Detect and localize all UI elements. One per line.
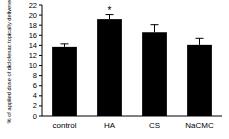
x-tick-label: HA xyxy=(104,121,116,130)
bar xyxy=(187,45,212,116)
y-axis-label: % of applied dose of diclofenac topicall… xyxy=(6,0,12,124)
annotation: * xyxy=(108,5,112,16)
y-tick xyxy=(39,116,42,117)
y-tick xyxy=(39,95,42,96)
x-tick-label: control xyxy=(52,121,76,130)
bar xyxy=(142,32,167,116)
error-bar xyxy=(151,25,159,33)
error-cap xyxy=(196,38,204,39)
y-tick-label: 20 xyxy=(29,11,37,20)
y-axis xyxy=(42,5,43,116)
x-tick-label: NaCMC xyxy=(185,121,214,130)
bar xyxy=(52,47,77,116)
y-tick-label: 14 xyxy=(29,41,37,50)
y-tick-label: 4 xyxy=(33,91,37,100)
y-tick-label: 18 xyxy=(29,21,37,30)
error-line xyxy=(154,25,155,33)
y-tick xyxy=(39,75,42,76)
y-tick-label: 22 xyxy=(29,1,37,10)
y-tick-label: 8 xyxy=(33,71,37,80)
error-bar xyxy=(196,38,204,45)
y-tick xyxy=(39,85,42,86)
x-axis xyxy=(42,116,222,117)
chart: 0 246810121416182022 control HA CS NaCMC % of … xyxy=(0,0,229,139)
y-tick xyxy=(39,55,42,56)
y-tick-label: 12 xyxy=(29,51,37,60)
x-tick-label: CS xyxy=(149,121,160,130)
y-tick xyxy=(39,105,42,106)
error-cap xyxy=(61,43,69,44)
bar xyxy=(97,19,122,116)
y-tick xyxy=(39,35,42,36)
error-line xyxy=(199,38,200,45)
y-tick xyxy=(39,25,42,26)
y-tick-label: 2 xyxy=(33,101,37,110)
y-tick-label: 16 xyxy=(29,31,37,40)
error-cap xyxy=(151,24,159,25)
y-tick xyxy=(39,15,42,16)
y-tick-label: 0 xyxy=(33,112,37,121)
y-tick xyxy=(39,65,42,66)
y-tick-label: 6 xyxy=(33,81,37,90)
bars xyxy=(52,15,212,116)
error-bar xyxy=(61,44,69,47)
y-tick-label: 10 xyxy=(29,61,37,70)
y-tick xyxy=(39,45,42,46)
y-tick xyxy=(39,5,42,6)
